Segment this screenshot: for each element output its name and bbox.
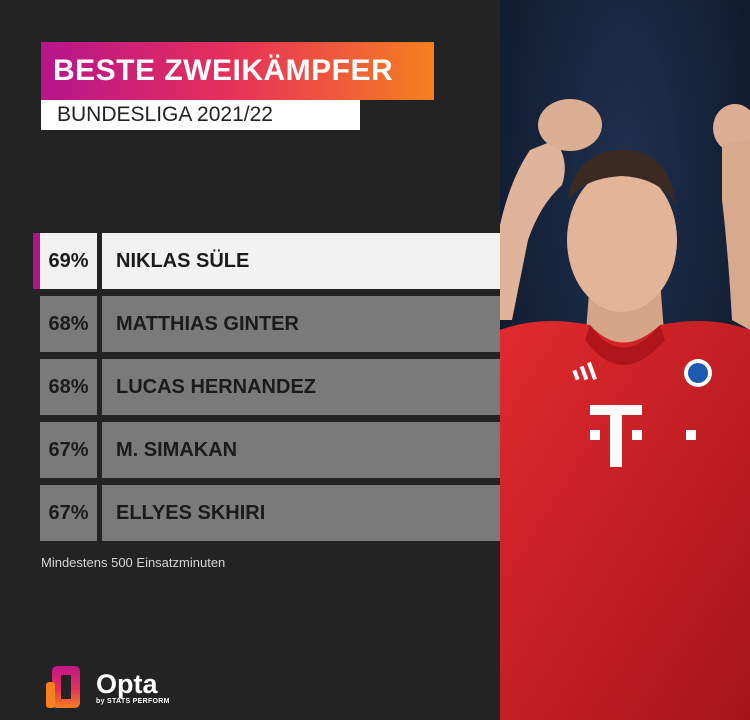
ranking-row: 67% ELLYES SKHIRI <box>33 485 501 541</box>
opta-logo: Opta by STATS PERFORM <box>44 662 170 712</box>
ranking-row: 69% NIKLAS SÜLE <box>33 233 501 289</box>
player-photo <box>500 0 750 720</box>
ranking-row: 68% MATTHIAS GINTER <box>33 296 501 352</box>
ranking-player-name: NIKLAS SÜLE <box>102 233 501 289</box>
ranking-percentage: 68% <box>40 296 97 352</box>
opta-logo-icon <box>46 666 80 708</box>
ranking-player-name: ELLYES SKHIRI <box>102 485 501 541</box>
ranking-percentage: 68% <box>40 359 97 415</box>
ranking-row: 68% LUCAS HERNANDEZ <box>33 359 501 415</box>
ranking-list: 69% NIKLAS SÜLE 68% MATTHIAS GINTER 68% … <box>33 233 501 548</box>
subtitle-banner: BUNDESLIGA 2021/22 <box>41 100 360 130</box>
ranking-percentage: 67% <box>40 485 97 541</box>
page-subtitle: BUNDESLIGA 2021/22 <box>57 103 273 126</box>
brand-name: Opta <box>96 668 158 699</box>
page-title: BESTE ZWEIKÄMPFER <box>53 54 394 87</box>
brand-byline: by STATS PERFORM <box>96 697 170 705</box>
ranking-row: 67% M. SIMAKAN <box>33 422 501 478</box>
highlight-accent <box>33 233 40 289</box>
footnote: Mindestens 500 Einsatzminuten <box>41 555 226 570</box>
sponsor-logo <box>590 405 696 467</box>
title-banner: BESTE ZWEIKÄMPFER <box>41 42 434 100</box>
ranking-percentage: 69% <box>40 233 97 289</box>
ranking-percentage: 67% <box>40 422 97 478</box>
ranking-player-name: MATTHIAS GINTER <box>102 296 501 352</box>
ranking-player-name: LUCAS HERNANDEZ <box>102 359 501 415</box>
ranking-player-name: M. SIMAKAN <box>102 422 501 478</box>
